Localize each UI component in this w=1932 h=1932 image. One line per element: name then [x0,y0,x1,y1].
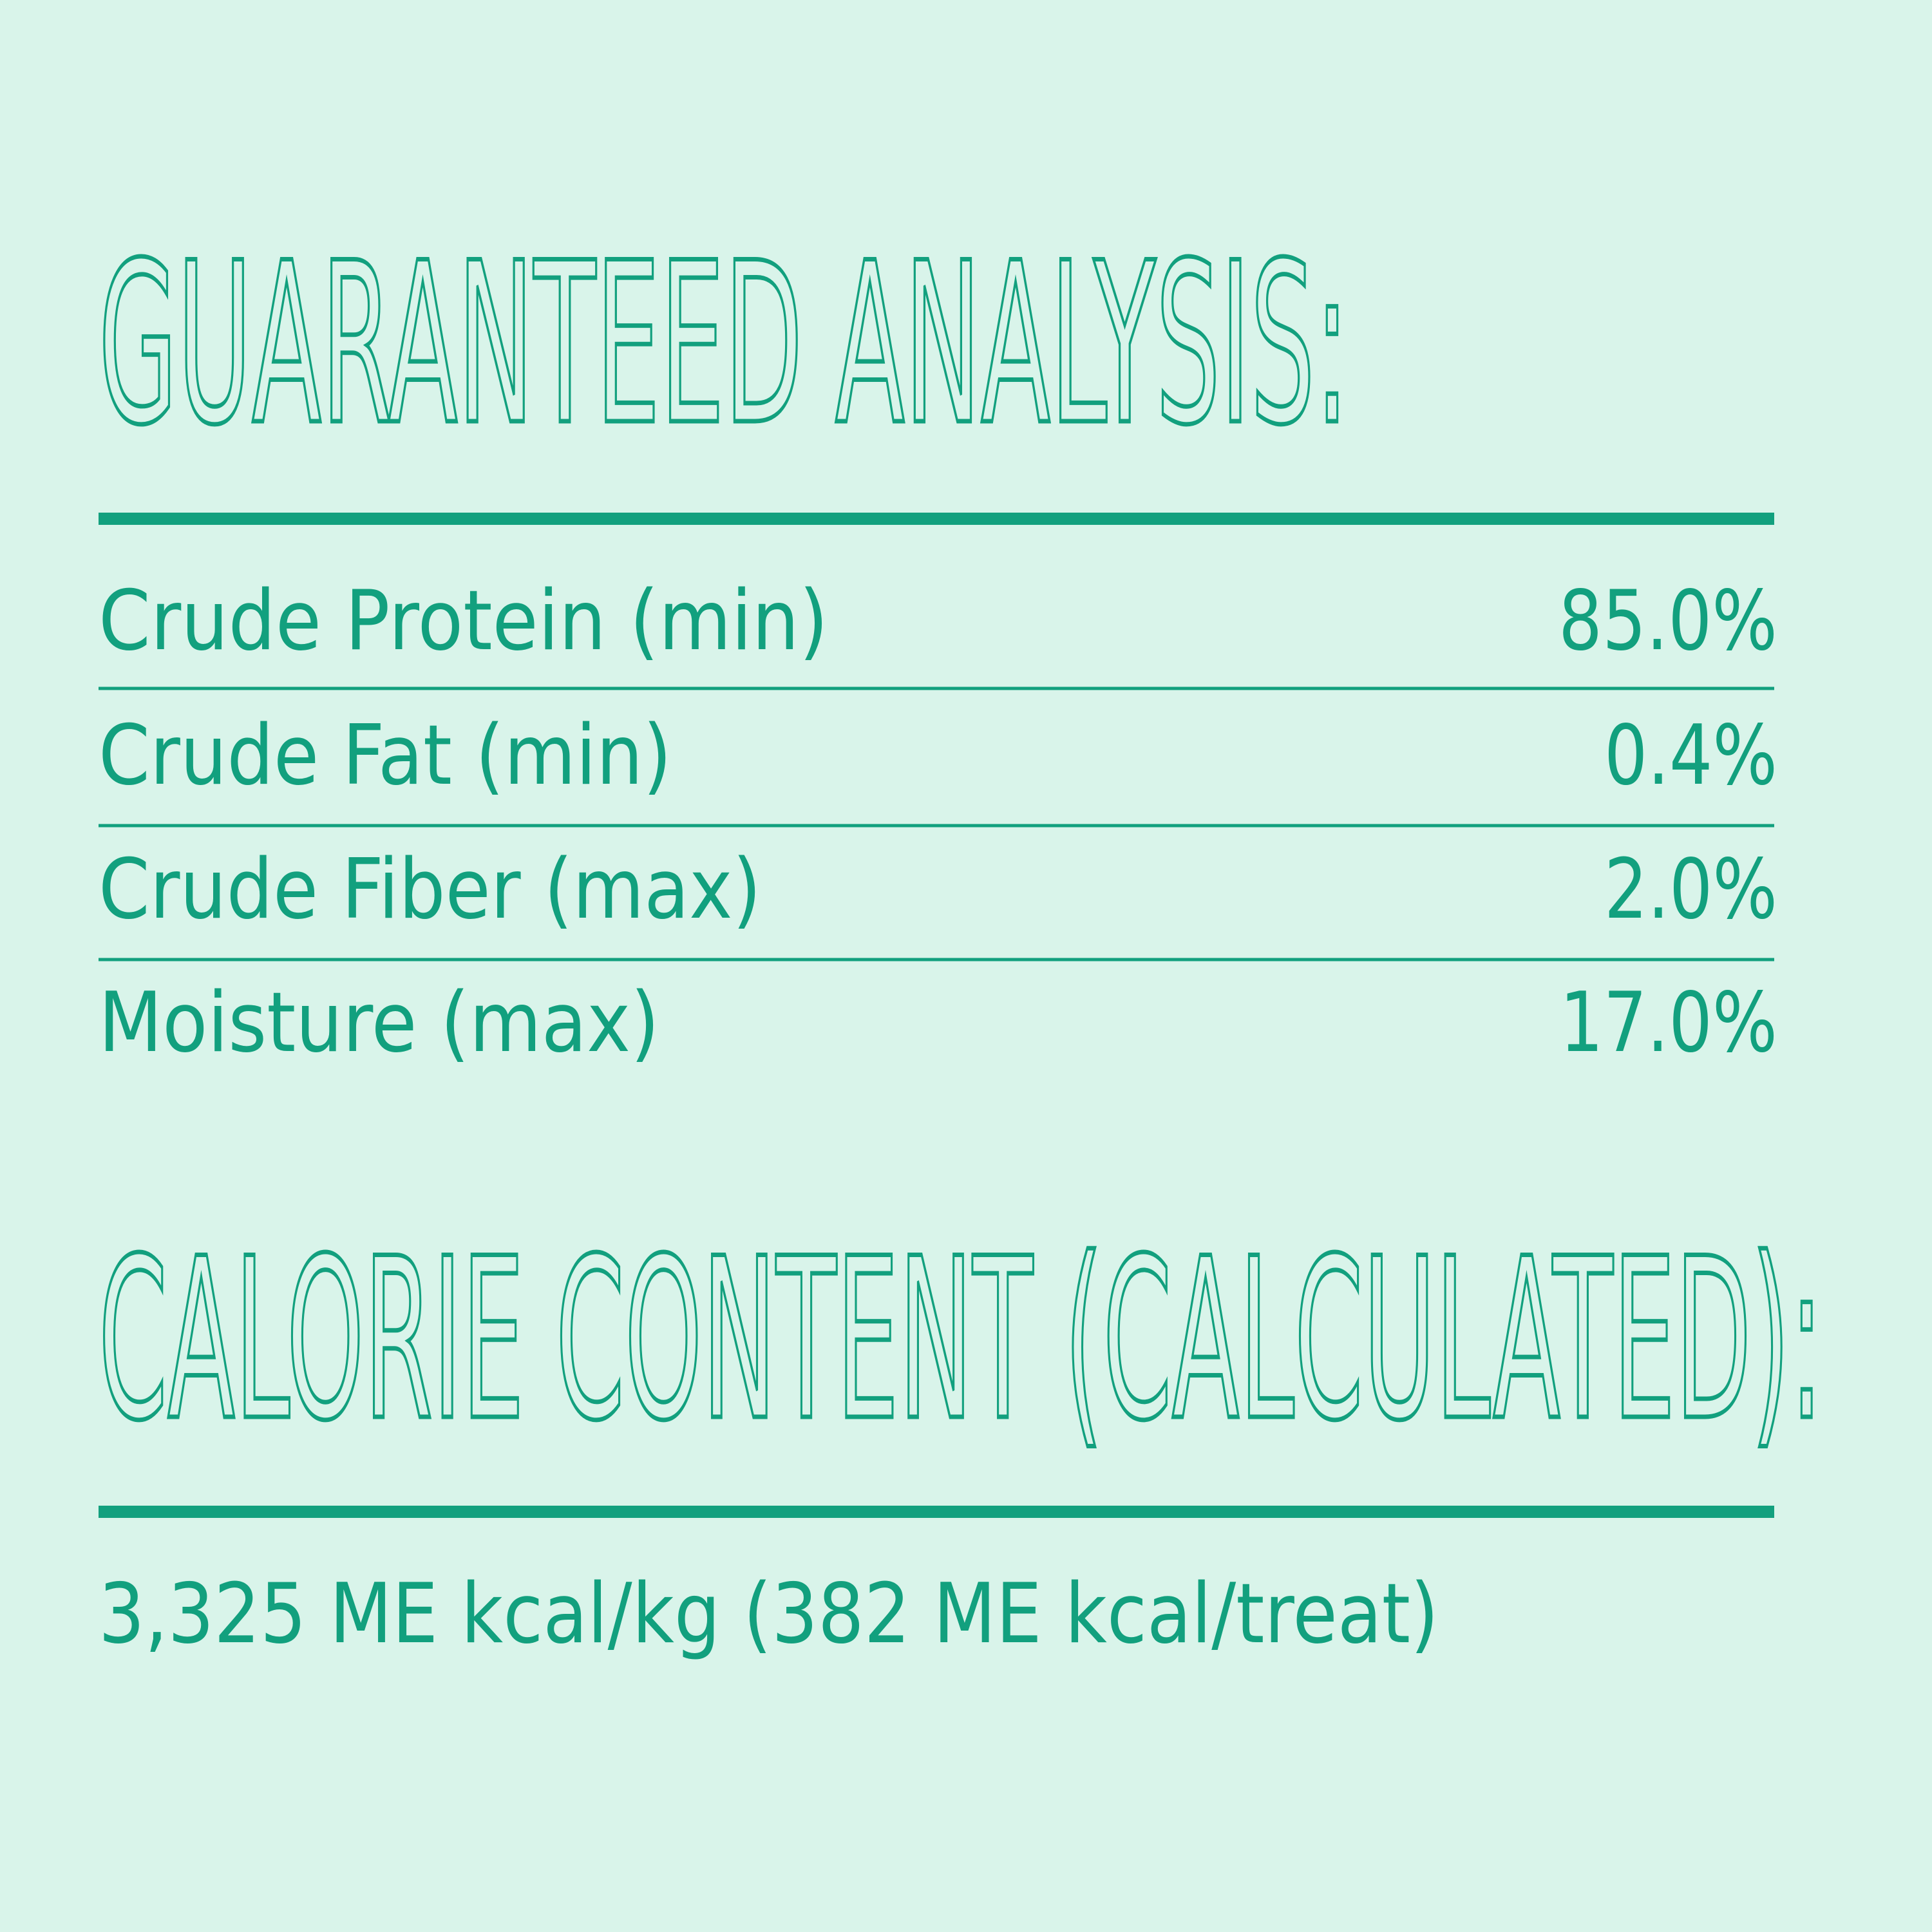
section-title: CALORIE CONTENT (CALCULATED): [99,1211,1823,1470]
divider [99,1506,1774,1518]
row-label: Moisture (max) [99,975,659,1071]
calorie-text: 3,325 ME kcal/kg (382 ME kcal/treat) [99,1566,1439,1662]
section-title: GUARANTEED ANALYSIS: [99,216,1349,474]
row-label: Crude Fat (min) [99,708,672,804]
divider [99,513,1774,525]
row-value: 85.0% [1558,573,1777,669]
row-value: 2.0% [1604,842,1777,938]
row-value: 17.0% [1560,975,1777,1071]
row-value: 0.4% [1604,708,1777,804]
row-label: Crude Protein (min) [99,573,828,669]
row-label: Crude Fiber (max) [99,842,761,938]
